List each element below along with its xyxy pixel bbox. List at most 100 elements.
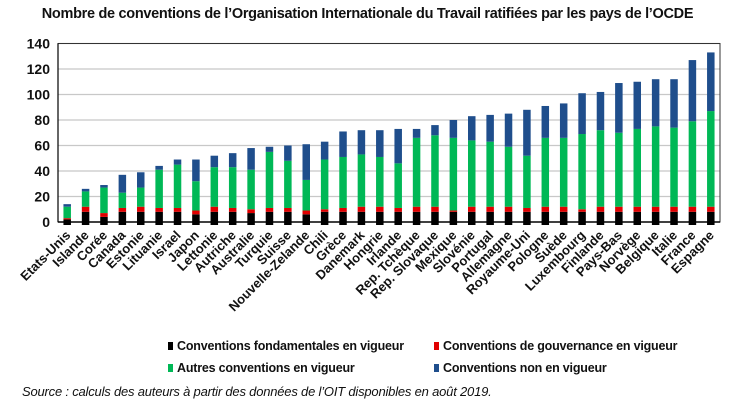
- bar-segment: [633, 128, 641, 207]
- bar-segment: [173, 159, 182, 165]
- bar-segment: [541, 137, 550, 207]
- x-tick-mark: [633, 222, 641, 225]
- x-tick-mark: [615, 222, 623, 225]
- bar-segment: [578, 134, 586, 210]
- bar-segment: [100, 185, 108, 188]
- bar-segment: [155, 207, 163, 212]
- bar-segment: [210, 155, 219, 168]
- bar-segment: [431, 135, 439, 207]
- bar-segment: [412, 137, 421, 207]
- legend-swatch-green: [168, 364, 173, 372]
- x-tick-mark: [320, 222, 329, 225]
- bar-segment: [394, 207, 402, 212]
- bar-segment: [284, 211, 292, 222]
- x-tick-mark: [63, 222, 71, 225]
- source-note: Source : calculs des auteurs à partir de…: [22, 384, 492, 399]
- bar-segment: [118, 174, 127, 193]
- bar-segment: [707, 206, 715, 212]
- bar-segment: [707, 211, 715, 222]
- x-tick-mark: [155, 222, 163, 225]
- bar-segment: [210, 167, 219, 207]
- x-tick-mark: [210, 222, 219, 225]
- bar-segment: [302, 144, 310, 180]
- bar-segment: [228, 207, 237, 212]
- x-tick-mark: [670, 222, 678, 225]
- bar-segment: [100, 213, 108, 217]
- bar-segment: [302, 179, 310, 211]
- stacked-bar-chart: 0 20 40 60 80 100 120 140 Etats-UnisIslandeCoré…: [17, 36, 721, 314]
- bar-segment: [468, 206, 476, 212]
- bar-segment: [339, 131, 347, 157]
- y-tick-label: 40: [34, 163, 50, 179]
- bar-segment: [688, 121, 697, 207]
- x-tick-mark: [651, 222, 660, 225]
- bar-segment: [100, 187, 108, 214]
- bar-segment: [320, 141, 329, 160]
- bar-segment: [339, 211, 347, 222]
- bar-segment: [707, 52, 715, 112]
- bar-segment: [578, 211, 586, 222]
- bar-segment: [707, 111, 715, 207]
- bar-segment: [412, 206, 421, 212]
- bar-segment: [137, 172, 145, 188]
- bars: [63, 52, 715, 222]
- bar-segment: [412, 128, 421, 138]
- y-tick-label: 120: [27, 61, 51, 77]
- bar-segment: [247, 213, 255, 222]
- legend-swatch-blue: [434, 364, 439, 372]
- bar-segment: [468, 140, 476, 207]
- bar-segment: [118, 192, 127, 208]
- bar-segment: [670, 79, 678, 128]
- x-tick-mark: [523, 222, 531, 225]
- bar-segment: [357, 130, 366, 155]
- bar-segment: [523, 155, 531, 208]
- bar-segment: [339, 156, 347, 208]
- bar-segment: [81, 188, 90, 192]
- bar-segment: [486, 114, 494, 142]
- bar-segment: [541, 105, 550, 138]
- bar-segment: [468, 116, 476, 141]
- bar-segment: [81, 206, 90, 212]
- bar-segment: [633, 206, 641, 212]
- bar-segment: [559, 211, 568, 222]
- bar-segment: [265, 146, 274, 152]
- bar-segment: [228, 153, 237, 168]
- legend-item-non-en-vigueur: Conventions non en vigueur: [434, 361, 607, 375]
- bar-segment: [155, 211, 163, 222]
- bar-segment: [688, 211, 697, 222]
- x-tick-mark: [486, 222, 494, 225]
- bar-segment: [578, 209, 586, 212]
- bar-segment: [228, 211, 237, 222]
- bar-segment: [615, 211, 623, 222]
- bar-segment: [302, 210, 310, 215]
- x-tick-mark: [265, 222, 274, 225]
- bar-segment: [486, 211, 494, 222]
- bar-segment: [63, 206, 71, 219]
- x-tick-mark: [302, 222, 310, 225]
- x-tick-mark: [707, 222, 715, 225]
- bar-segment: [670, 211, 678, 222]
- bar-segment: [486, 206, 494, 212]
- bar-segment: [596, 130, 605, 207]
- bar-segment: [265, 207, 274, 212]
- x-tick-mark: [118, 222, 127, 225]
- bar-segment: [431, 206, 439, 212]
- bar-segment: [357, 206, 366, 212]
- bar-segment: [394, 211, 402, 222]
- bar-segment: [651, 206, 660, 212]
- bar-segment: [63, 219, 71, 222]
- bar-segment: [541, 211, 550, 222]
- legend-swatch-red: [434, 342, 439, 350]
- y-tick-label: 140: [27, 36, 51, 52]
- y-tick-label: 0: [42, 214, 50, 230]
- bar-segment: [173, 211, 182, 222]
- x-tick-mark: [394, 222, 402, 225]
- x-tick-mark: [247, 222, 255, 225]
- y-tick-label: 20: [34, 189, 50, 205]
- bar-segment: [137, 211, 145, 222]
- bar-segment: [173, 207, 182, 212]
- bar-segment: [210, 206, 219, 212]
- bar-segment: [468, 211, 476, 222]
- bar-segment: [192, 210, 200, 215]
- bar-segment: [357, 211, 366, 222]
